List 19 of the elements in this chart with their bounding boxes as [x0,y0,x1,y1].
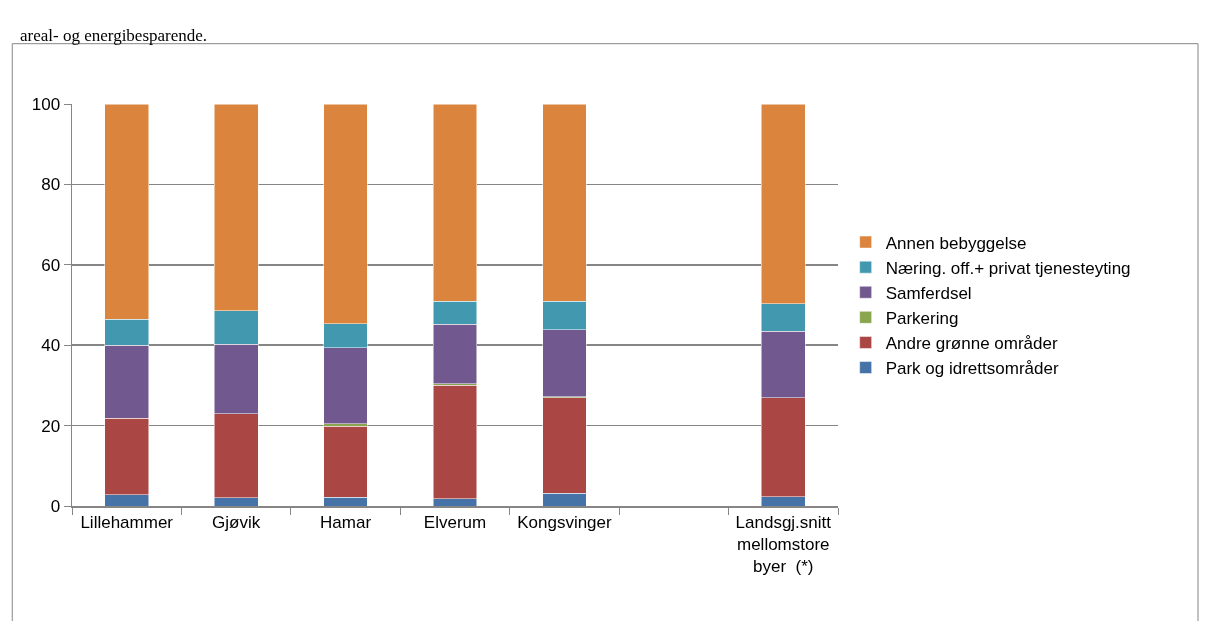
legend-label: Næring. off.+ privat tjenesteyting [885,258,1131,278]
y-tick-label: 80 [41,175,61,195]
y-tick-label: 100 [31,94,61,114]
x-tick-label: Lillehammer [80,512,174,532]
x-tick-label: Kongsvinger [517,512,613,532]
legend-label: Parkering [885,308,959,328]
y-tick-label: 0 [50,496,61,516]
x-tick-label: Elverum [423,512,487,532]
y-tick-label: 20 [41,416,61,436]
y-tick-label: 60 [41,255,61,275]
legend-label: Park og idrettsområder [885,359,1059,379]
text: areal- og energibesparende. [20,26,208,45]
legend-label: Annen bebyggelse [885,233,1027,253]
x-tick-label: Landsgj.snitt mellomstore byer (*) [735,512,832,577]
x-tick-label: Hamar [320,512,372,532]
y-tick-label: 40 [41,336,61,356]
legend-label: Andre grønne områder [885,334,1058,354]
x-tick-label: Gjøvik [212,512,261,532]
legend-label: Samferdsel [885,283,972,303]
